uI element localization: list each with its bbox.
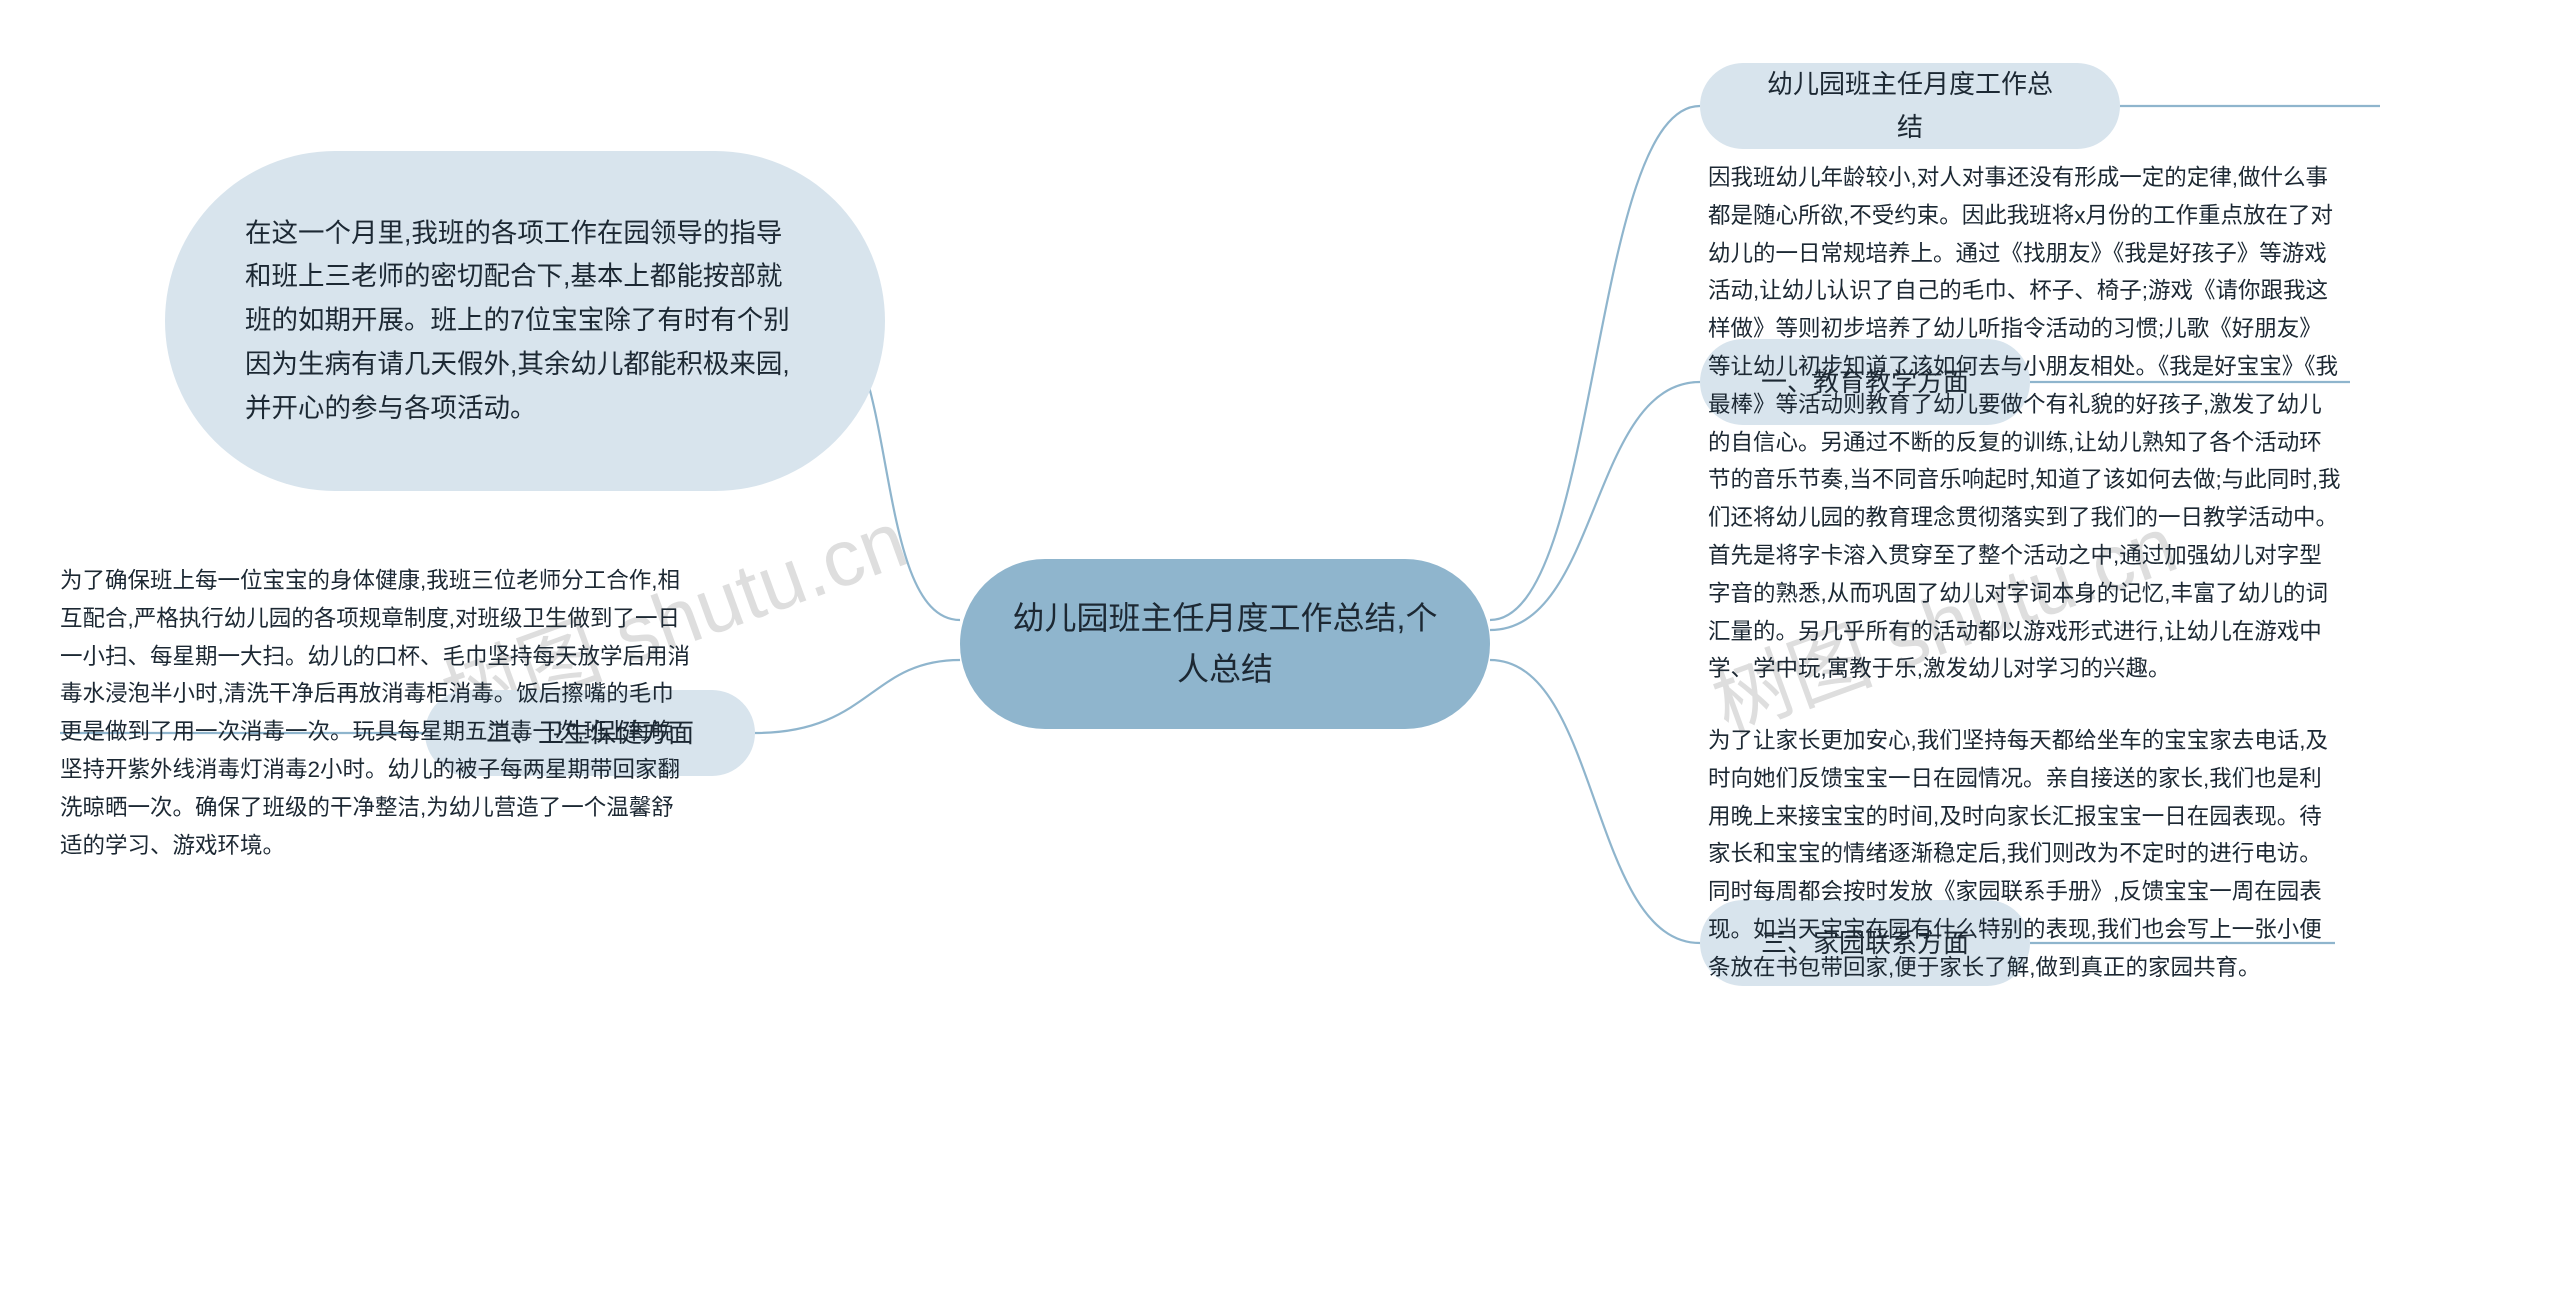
section2-body: 为了确保班上每一位宝宝的身体健康,我班三位老师分工合作,相互配合,严格执行幼儿园… — [60, 562, 695, 864]
title-node-label: 幼儿园班主任月度工作总结 — [1755, 63, 2065, 149]
edge-center-section2 — [755, 660, 960, 733]
intro-text: 在这一个月里,我班的各项工作在园领导的指导和班上三老师的密切配合下,基本上都能按… — [245, 212, 805, 431]
edge-center-title — [1490, 106, 1700, 620]
intro-node[interactable]: 在这一个月里,我班的各项工作在园领导的指导和班上三老师的密切配合下,基本上都能按… — [165, 151, 885, 491]
section3-body: 为了让家长更加安心,我们坚持每天都给坐车的宝宝家去电话,及时向她们反馈宝宝一日在… — [1708, 722, 2328, 987]
edge-center-section3 — [1490, 660, 1700, 943]
section1-body: 因我班幼儿年龄较小,对人对事还没有形成一定的定律,做什么事都是随心所欲,不受约束… — [1708, 159, 2343, 688]
edge-center-section1 — [1490, 382, 1700, 630]
center-node[interactable]: 幼儿园班主任月度工作总结,个人总结 — [960, 559, 1490, 729]
center-label: 幼儿园班主任月度工作总结,个人总结 — [1000, 593, 1450, 695]
mindmap-canvas: 树图 shutu.cn 树图 shutu.cn 幼儿园班主任月度工作总结,个人总… — [0, 0, 2560, 1303]
title-node[interactable]: 幼儿园班主任月度工作总结 — [1700, 63, 2120, 149]
